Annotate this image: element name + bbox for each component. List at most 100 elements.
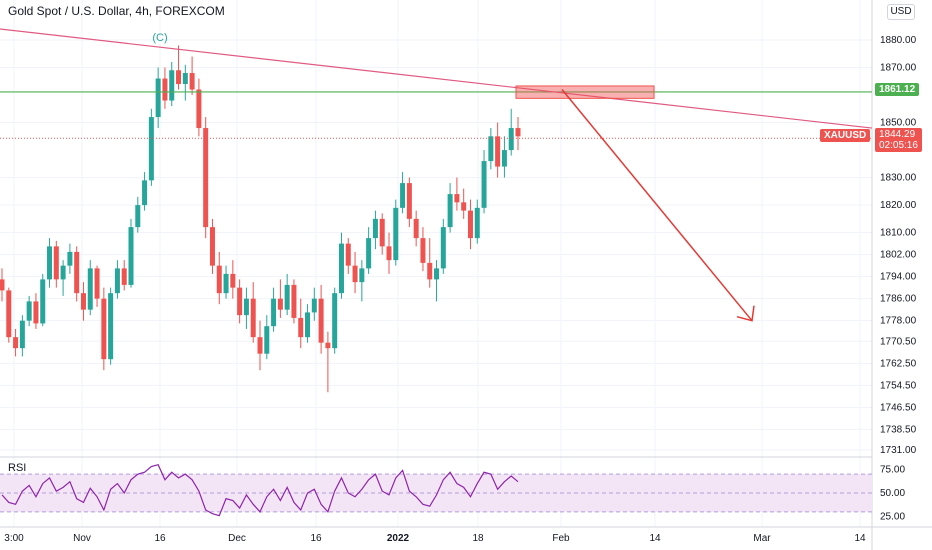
candle-body xyxy=(40,279,46,324)
price-label: 1830.00 xyxy=(880,173,917,184)
price-label: 1802.00 xyxy=(880,250,917,261)
candle-body xyxy=(400,183,406,208)
price-label: 1770.50 xyxy=(880,336,917,347)
candle-body xyxy=(345,243,351,266)
candle-body xyxy=(291,284,297,318)
candle-body xyxy=(26,301,32,321)
candle-body xyxy=(203,128,209,228)
candle-body xyxy=(182,73,188,85)
candle-body xyxy=(0,279,5,291)
candle-body xyxy=(454,194,460,203)
candle-body xyxy=(148,117,154,181)
currency-button[interactable]: USD xyxy=(887,4,915,20)
rsi-axis-label: 75.00 xyxy=(880,464,905,475)
candle-body xyxy=(162,78,168,101)
grid xyxy=(0,0,872,527)
candle-body xyxy=(257,337,263,354)
wave-label-c: (C) xyxy=(152,32,167,44)
candle-body xyxy=(406,183,412,219)
price-label: 1880.00 xyxy=(880,35,917,46)
candle-body xyxy=(6,290,12,338)
candle-body xyxy=(325,342,331,349)
candle-body xyxy=(474,207,480,239)
rsi-label: RSI xyxy=(8,462,26,474)
candle-body xyxy=(298,317,304,338)
candle-body xyxy=(74,251,80,294)
candle-body xyxy=(495,136,501,167)
candle-body xyxy=(216,265,222,294)
candle-body xyxy=(434,268,440,280)
candle-body xyxy=(114,268,120,294)
level-price-tag: 1861.12 xyxy=(875,83,920,96)
candle-body xyxy=(189,73,195,90)
price-label: 1762.50 xyxy=(880,358,917,369)
candle-body xyxy=(101,298,107,360)
candle-body xyxy=(142,180,148,206)
time-label: 16 xyxy=(154,533,166,544)
candle-body xyxy=(366,238,372,269)
time-label: 16 xyxy=(310,533,322,544)
candle-body xyxy=(135,205,141,228)
time-label: Feb xyxy=(552,533,570,544)
candle-body xyxy=(230,273,236,288)
candle-body xyxy=(128,227,134,285)
time-axis-labels: 3:00 Nov 16 Dec 16 2022 18 Feb 14 Mar 14 xyxy=(4,533,866,544)
candle-body xyxy=(87,268,93,310)
price-label: 1778.00 xyxy=(880,316,917,327)
candlestick-series xyxy=(0,45,521,393)
candle-body xyxy=(155,78,161,118)
candle-body xyxy=(237,287,243,316)
candle-body xyxy=(440,227,446,269)
candle-body xyxy=(176,70,182,85)
time-label: Dec xyxy=(228,533,246,544)
candle-body xyxy=(264,326,270,354)
candle-body xyxy=(47,246,53,280)
rsi-line xyxy=(1,463,519,517)
candle-body xyxy=(196,89,202,129)
candle-body xyxy=(359,268,365,283)
chart-title: Gold Spot / U.S. Dollar, 4h, FOREXCOM xyxy=(8,4,225,18)
price-label: 1850.00 xyxy=(880,118,917,129)
time-label: 2022 xyxy=(387,533,410,544)
price-label: 1786.00 xyxy=(880,294,917,305)
candle-body xyxy=(488,136,494,162)
candle-body xyxy=(332,293,338,349)
candle-body xyxy=(318,298,324,343)
price-label: 1870.00 xyxy=(880,63,917,74)
candle-body xyxy=(223,273,229,294)
candle-body xyxy=(305,312,311,338)
time-label: 14 xyxy=(649,533,661,544)
countdown-timer: 02:05:16 xyxy=(879,140,918,151)
candle-body xyxy=(121,268,127,285)
candle-body xyxy=(413,218,419,239)
candle-body xyxy=(243,298,249,316)
projection-arrow-line xyxy=(561,89,753,322)
price-label: 1754.50 xyxy=(880,380,917,391)
candle-body xyxy=(372,218,378,239)
candle-body xyxy=(19,320,25,349)
time-label: 18 xyxy=(472,533,484,544)
candle-body xyxy=(379,218,385,247)
candle-body xyxy=(13,337,19,349)
candle-body xyxy=(53,246,59,280)
projection-arrow-head xyxy=(736,305,755,322)
supply-zone xyxy=(515,85,655,99)
candle-body xyxy=(169,70,175,101)
symbol-tag: XAUUSD xyxy=(820,129,871,142)
descending-trendline xyxy=(0,28,873,129)
price-label: 1746.50 xyxy=(880,402,917,413)
price-label: 1738.50 xyxy=(880,424,917,435)
candle-body xyxy=(277,298,283,310)
last-price-tag: 1844.29 02:05:16 xyxy=(875,128,922,152)
candle-body xyxy=(338,243,344,294)
price-label: 1731.00 xyxy=(880,445,917,456)
candle-body xyxy=(94,268,100,299)
time-label: 14 xyxy=(854,533,866,544)
candle-body xyxy=(501,150,507,167)
price-label: 1810.00 xyxy=(880,228,917,239)
time-label: Mar xyxy=(753,533,771,544)
candle-body xyxy=(60,265,66,280)
candle-body xyxy=(447,194,453,228)
candle-body xyxy=(271,298,277,327)
